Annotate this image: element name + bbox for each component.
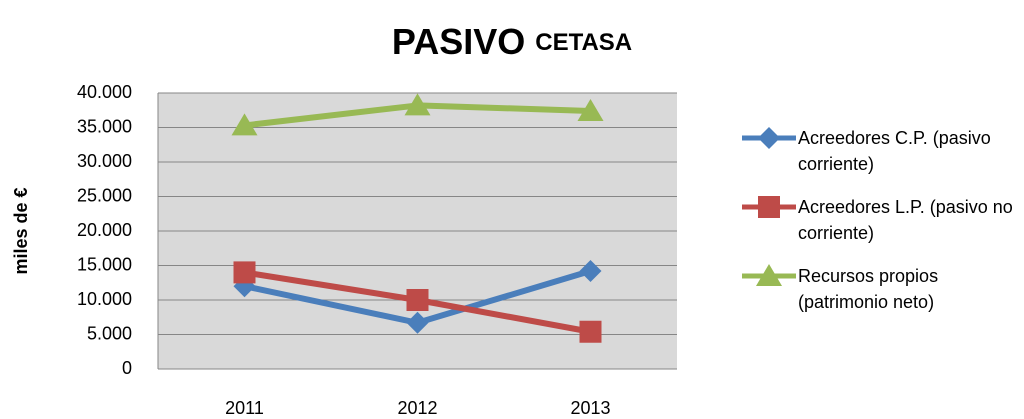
legend-label: Acreedores C.P. (pasivo corriente) bbox=[798, 128, 991, 174]
marker bbox=[231, 113, 258, 136]
marker bbox=[579, 260, 602, 283]
title-main: PASIVO bbox=[392, 21, 525, 62]
x-tick-label: 2011 bbox=[225, 398, 264, 418]
marker bbox=[404, 93, 431, 116]
y-tick-label: 15.000 bbox=[77, 254, 132, 274]
y-tick-label: 0 bbox=[122, 358, 132, 378]
y-tick-label: 20.000 bbox=[77, 220, 132, 240]
y-tick-label: 25.000 bbox=[77, 185, 132, 205]
marker bbox=[233, 261, 256, 284]
marker bbox=[758, 196, 780, 218]
y-tick-label: 30.000 bbox=[77, 151, 132, 171]
legend-label: Recursos propios (patrimonio neto) bbox=[798, 266, 939, 312]
x-tick-label: 2013 bbox=[570, 398, 610, 418]
chart-title: PASIVO CETASA bbox=[392, 21, 632, 62]
marker bbox=[579, 320, 602, 343]
y-tick-label: 10.000 bbox=[77, 289, 132, 309]
y-tick-label: 35.000 bbox=[77, 116, 132, 136]
x-tick-label: 2012 bbox=[397, 398, 437, 418]
marker bbox=[756, 264, 782, 286]
y-axis-label: miles de € bbox=[11, 187, 31, 274]
marker bbox=[758, 127, 780, 149]
title-sub: CETASA bbox=[535, 29, 632, 56]
legend-label: Acreedores L.P. (pasivo no corriente) bbox=[798, 197, 1013, 243]
marker bbox=[406, 289, 429, 311]
y-tick-label: 5.000 bbox=[87, 323, 132, 343]
marker bbox=[577, 98, 604, 121]
y-tick-label: 40.000 bbox=[77, 82, 132, 102]
marker bbox=[406, 311, 429, 334]
